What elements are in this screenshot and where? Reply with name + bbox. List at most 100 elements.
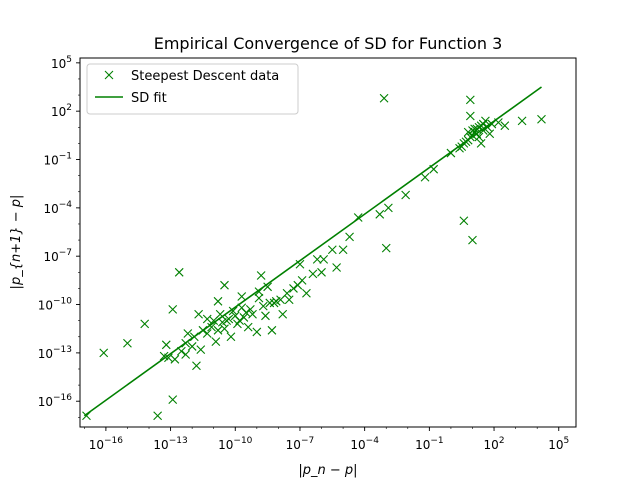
x-tick-label: 10−7: [286, 436, 315, 452]
data-point: [181, 350, 191, 359]
data-point: [517, 116, 527, 126]
legend-x-marker: [104, 70, 114, 80]
data-point: [401, 190, 411, 200]
data-point: [140, 319, 150, 329]
data-point: [297, 275, 307, 285]
data-point: [196, 345, 206, 355]
data-point: [243, 322, 253, 332]
data-point: [465, 111, 475, 121]
x-tick-label: 10−10: [218, 436, 253, 452]
data-point: [213, 325, 223, 335]
data-point: [252, 327, 262, 337]
x-tick-label: 10−4: [350, 436, 379, 452]
y-tick-label: 10−1: [43, 152, 72, 168]
data-point: [282, 288, 292, 298]
data-point: [174, 267, 184, 277]
data-points-layer: [82, 93, 546, 421]
data-point: [295, 259, 305, 269]
data-point: [470, 124, 480, 134]
data-point: [265, 298, 275, 308]
data-point: [192, 361, 201, 371]
y-tick-label: 10−10: [38, 297, 73, 313]
legend-box: [86, 63, 299, 115]
data-point: [168, 395, 178, 404]
data-point: [198, 325, 208, 335]
data-point: [202, 329, 212, 338]
data-point: [263, 282, 273, 292]
data-point: [168, 304, 178, 314]
data-point: [181, 338, 191, 348]
data-point: [338, 245, 348, 255]
data-point: [478, 126, 488, 135]
data-point: [164, 353, 173, 363]
data-point: [254, 293, 264, 303]
y-tick-label: 10−16: [38, 393, 73, 409]
data-point: [183, 329, 193, 338]
data-point: [267, 325, 277, 335]
data-point: [308, 269, 318, 279]
data-point: [500, 121, 510, 131]
y-tick-label: 105: [51, 55, 72, 71]
data-point: [493, 118, 503, 127]
legend-data-label: Steepest Descent data: [131, 69, 279, 84]
data-point: [239, 313, 249, 322]
legend-fit-label: SD fit: [131, 91, 167, 106]
data-point: [319, 255, 329, 264]
data-point: [256, 271, 266, 280]
x-tick-label: 102: [484, 436, 505, 452]
data-point: [481, 116, 490, 126]
data-point: [317, 267, 326, 277]
y-tick-label: 10−4: [43, 200, 72, 216]
data-point: [207, 322, 216, 332]
data-point: [345, 232, 354, 242]
data-point: [327, 245, 337, 255]
data-point: [228, 306, 238, 316]
data-point: [161, 340, 171, 350]
data-point: [82, 411, 91, 421]
data-point: [332, 263, 342, 272]
data-point: [226, 332, 236, 342]
legend-data-marker: [104, 70, 114, 80]
data-point: [278, 309, 288, 319]
plot-frame: [79, 57, 577, 428]
data-point: [220, 324, 229, 334]
data-point: [379, 93, 389, 103]
data-point: [237, 292, 247, 301]
data-point: [429, 164, 439, 174]
data-point: [302, 288, 311, 298]
data-point: [353, 213, 363, 222]
data-point: [170, 354, 180, 364]
data-point: [381, 243, 391, 253]
data-point: [202, 314, 212, 324]
data-point: [248, 309, 257, 319]
data-point: [537, 114, 546, 124]
y-tick-label: 102: [51, 103, 72, 119]
data-point: [224, 314, 234, 324]
legend: Steepest Descent data SD fit: [86, 63, 299, 115]
data-point: [289, 284, 298, 293]
data-point: [153, 411, 163, 421]
y-tick-label: 10−7: [43, 248, 72, 264]
data-point: [487, 119, 497, 129]
x-tick-label: 10−1: [415, 436, 444, 452]
data-point: [483, 122, 492, 132]
data-point: [375, 209, 385, 219]
data-point: [235, 316, 244, 326]
data-point: [476, 139, 486, 148]
x-tick-label: 105: [548, 436, 569, 452]
data-point: [474, 132, 484, 142]
data-point: [241, 308, 251, 317]
data-point: [420, 172, 430, 182]
data-point: [254, 287, 264, 297]
data-point: [194, 309, 203, 319]
data-point: [258, 301, 268, 311]
data-point: [284, 295, 294, 305]
data-point: [485, 129, 495, 139]
data-point: [123, 338, 132, 348]
y-axis-label: |p_{n+1} − p|: [9, 195, 24, 290]
data-point: [187, 342, 197, 351]
data-point: [220, 280, 229, 290]
x-axis-label: |p_n − p|: [298, 463, 357, 478]
chart-title: Empirical Convergence of SD for Function…: [154, 34, 503, 53]
